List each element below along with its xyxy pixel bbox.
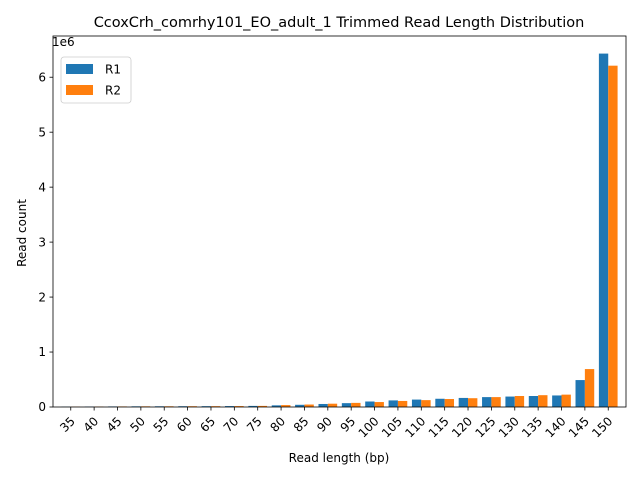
bar-r1-80: [271, 405, 282, 407]
bar-r1-140: [552, 395, 562, 407]
y-tick-label: 2: [38, 290, 46, 304]
bar-r1-100: [365, 401, 375, 407]
y-tick-label: 0: [38, 400, 46, 414]
bar-r1-115: [435, 398, 445, 407]
y-axis-label: Read count: [15, 199, 29, 267]
bar-r1-130: [505, 396, 515, 407]
y-tick-label: 5: [38, 125, 46, 139]
legend: R1 R2: [60, 56, 132, 104]
bar-r1-135: [528, 396, 539, 407]
legend-label-r1: R1: [105, 63, 121, 77]
bar-r2-90: [327, 403, 338, 407]
bar-r1-75: [248, 405, 258, 407]
bar-r2-125: [491, 397, 501, 407]
bar-r1-65: [201, 406, 211, 407]
legend-swatch-r1: [66, 64, 93, 74]
bar-r1-95: [341, 403, 352, 407]
bar-r1-145: [575, 380, 585, 407]
bar-r2-95: [351, 402, 361, 407]
bar-r2-85: [304, 404, 314, 407]
bar-r2-150: [608, 65, 618, 408]
bar-r2-130: [514, 396, 525, 407]
y-tick-label: 6: [38, 70, 46, 84]
bar-r2-65: [210, 406, 221, 407]
bar-r2-80: [281, 405, 291, 407]
legend-swatch-r2: [66, 85, 93, 95]
bar-r1-110: [411, 399, 422, 407]
bar-r1-120: [458, 397, 469, 407]
y-tick-label: 1: [38, 345, 46, 359]
bar-r2-135: [538, 395, 548, 407]
bar-r2-110: [421, 400, 431, 407]
plot-frame: [52, 35, 627, 408]
y-tick-label: 4: [38, 180, 46, 194]
bar-r2-145: [584, 369, 595, 407]
bar-r2-75: [257, 405, 268, 407]
bar-r1-85: [295, 404, 305, 407]
bar-r2-115: [444, 399, 455, 407]
bar-r2-120: [468, 398, 478, 407]
bar-r1-70: [224, 406, 235, 407]
x-axis-label: Read length (bp): [289, 451, 390, 465]
chart-title: CcoxCrh_comrhy101_EO_adult_1 Trimmed Rea…: [94, 15, 585, 31]
y-axis-scale-label: 1e6: [52, 35, 75, 49]
bar-r1-105: [388, 400, 398, 407]
bar-r1-125: [482, 397, 492, 407]
y-tick-label: 3: [38, 235, 46, 249]
bar-r2-70: [234, 406, 244, 407]
bar-r1-90: [318, 403, 328, 407]
bar-r2-140: [561, 394, 571, 407]
legend-label-r2: R2: [105, 84, 121, 98]
bar-r2-105: [397, 400, 408, 407]
bar-r2-100: [374, 402, 384, 407]
bar-r1-150: [598, 53, 609, 408]
